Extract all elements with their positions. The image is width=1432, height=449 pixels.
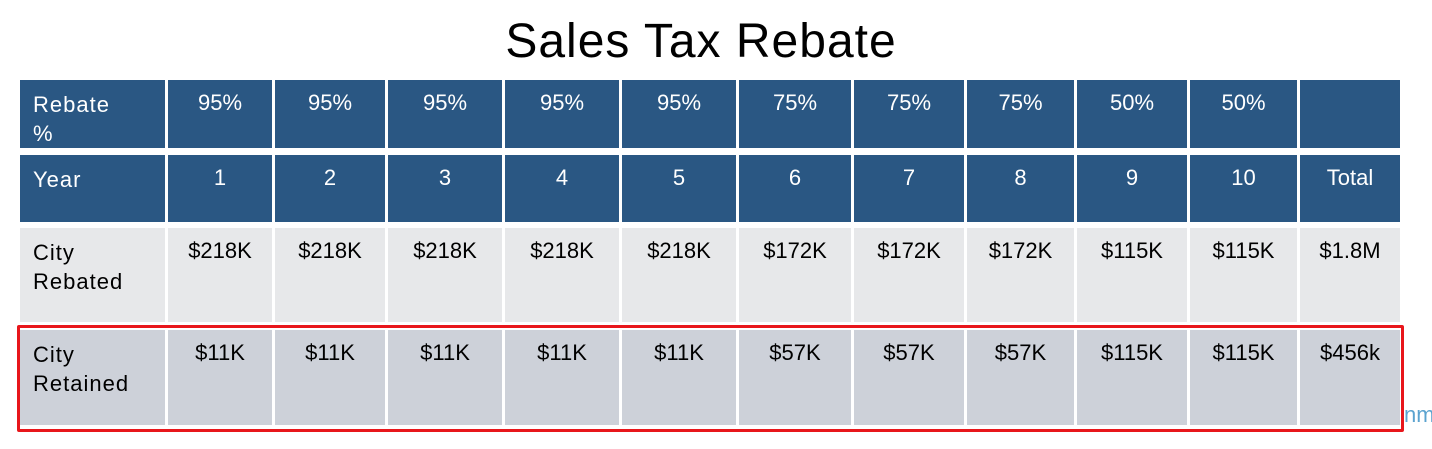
table-cell: $57K xyxy=(739,330,851,425)
table-cell: $115K xyxy=(1190,228,1297,322)
table-cell: $172K xyxy=(739,228,851,322)
table-cell: $115K xyxy=(1077,228,1187,322)
table-cell: City Retained xyxy=(20,330,165,425)
header-cell: 8 xyxy=(967,155,1074,222)
table-cell: $172K xyxy=(854,228,964,322)
table-cell: $218K xyxy=(275,228,385,322)
table-cell: $115K xyxy=(1190,330,1297,425)
table-cell: $456k xyxy=(1300,330,1400,425)
header-cell: 95% xyxy=(388,80,502,148)
header-cell: 2 xyxy=(275,155,385,222)
header-cell: 3 xyxy=(388,155,502,222)
table-cell: $218K xyxy=(388,228,502,322)
table-cell: $1.8M xyxy=(1300,228,1400,322)
header-cell: Rebate % xyxy=(20,80,165,148)
table-cell: $218K xyxy=(168,228,272,322)
header-cell: 75% xyxy=(854,80,964,148)
table-cell: City Rebated xyxy=(20,228,165,322)
header-cell: Total xyxy=(1300,155,1400,222)
table-cell: $57K xyxy=(854,330,964,425)
table-cell: $11K xyxy=(622,330,736,425)
header-cell: 50% xyxy=(1190,80,1297,148)
table-cell: $115K xyxy=(1077,330,1187,425)
table-cell: $11K xyxy=(168,330,272,425)
header-cell: 10 xyxy=(1190,155,1297,222)
header-cell: 75% xyxy=(739,80,851,148)
header-cell: 5 xyxy=(622,155,736,222)
table-cell: $11K xyxy=(275,330,385,425)
header-cell: 95% xyxy=(622,80,736,148)
table-cell: $218K xyxy=(505,228,619,322)
header-cell: 95% xyxy=(168,80,272,148)
table-cell: $172K xyxy=(967,228,1074,322)
header-cell: 75% xyxy=(967,80,1074,148)
table-cell: $218K xyxy=(622,228,736,322)
header-cell: Year xyxy=(20,155,165,222)
header-cell: 7 xyxy=(854,155,964,222)
header-cell: 4 xyxy=(505,155,619,222)
table-cell: $11K xyxy=(388,330,502,425)
header-cell: 9 xyxy=(1077,155,1187,222)
header-cell: 95% xyxy=(505,80,619,148)
table-cell: $57K xyxy=(967,330,1074,425)
header-cell: 6 xyxy=(739,155,851,222)
header-cell: 1 xyxy=(168,155,272,222)
header-cell: 95% xyxy=(275,80,385,148)
table-cell: $11K xyxy=(505,330,619,425)
header-cell: 50% xyxy=(1077,80,1187,148)
footer-fragment: nm xyxy=(1404,402,1432,427)
highlight-box xyxy=(17,325,1404,432)
slide-title: Sales Tax Rebate xyxy=(505,15,897,68)
header-cell xyxy=(1300,80,1400,148)
